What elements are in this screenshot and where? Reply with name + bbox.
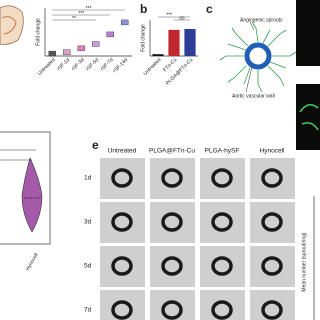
aortic-ring [261, 300, 283, 320]
x-label: Hynocell [25, 252, 40, 272]
aortic-ring [111, 256, 133, 276]
panel-letter: b [140, 2, 147, 16]
x-tick-label: rSF-3d [71, 57, 86, 72]
aortic-ring [161, 300, 183, 320]
panel-letter: c [206, 2, 213, 16]
fluorescence [299, 104, 319, 131]
micrograph [250, 290, 295, 320]
box [121, 19, 129, 26]
micrograph [250, 158, 295, 199]
row-label: 1d [84, 175, 92, 182]
bar [184, 29, 196, 56]
box [92, 41, 100, 47]
significance-label: *** [78, 11, 84, 17]
x-tick-label: rSF-14d [112, 57, 129, 74]
image-grid: Untreated PLGA@FTn-Cu PLGA-hySF Hynocell 1d 3… [84, 148, 295, 320]
micrograph [250, 246, 295, 287]
row-label: 7d [84, 307, 92, 314]
micrograph [150, 158, 195, 199]
row-label: 3d [84, 219, 92, 226]
significance-label: *** [86, 6, 92, 12]
x-tick-label: rSF-1d [56, 57, 71, 72]
micrograph [296, 84, 320, 150]
significance-label: ** [72, 16, 76, 22]
violin [21, 157, 43, 233]
aortic-ring [161, 168, 183, 188]
box [48, 50, 56, 57]
micrograph [200, 158, 245, 199]
box [63, 49, 71, 55]
significance-bracket [0, 149, 36, 161]
column-label: Untreated [108, 148, 137, 155]
aortic-ring [111, 168, 133, 188]
annotation: Aortic vascular wall [232, 93, 275, 99]
box [106, 31, 114, 38]
bar [152, 54, 164, 56]
bar [168, 29, 180, 56]
aortic-ring [211, 300, 233, 320]
aortic-ring [111, 300, 133, 320]
plot-frame [0, 131, 51, 245]
aortic-ring [211, 212, 233, 232]
schematic [0, 5, 24, 45]
x-tick-label: Untreated [143, 57, 163, 77]
aortic-ring [261, 212, 283, 232]
micrograph [250, 202, 295, 243]
micrograph [150, 202, 195, 243]
micrograph [100, 202, 145, 243]
column-label: PLGA@FTn-Cu [149, 148, 195, 155]
box [77, 45, 85, 52]
micrograph [200, 202, 245, 243]
y-label: Mean number (sprout/ring) [301, 232, 307, 292]
micrograph [296, 0, 320, 66]
micrograph [100, 158, 145, 199]
panel-letter: e [92, 138, 99, 152]
column-label: Hynocell [260, 148, 285, 155]
x-tick-label: rSF-5d [85, 57, 100, 72]
y-label: Fold change [140, 24, 146, 52]
aortic-ring [161, 256, 183, 276]
annotation: Angiogenic sprouts [240, 17, 283, 23]
row-label: 5d [84, 263, 92, 270]
y-label: Fold change [35, 18, 41, 46]
sprout-diagram [219, 21, 297, 93]
aortic-ring [211, 168, 233, 188]
aortic-ring [261, 256, 283, 276]
micrograph [200, 246, 245, 287]
micrograph [200, 290, 245, 320]
micrograph [150, 290, 195, 320]
column-label: PLGA-hySF [205, 148, 240, 155]
aortic-ring [161, 212, 183, 232]
x-tick-label: Untreated [37, 57, 57, 77]
aortic-ring [111, 212, 133, 232]
micrograph [100, 290, 145, 320]
significance-label: ns [179, 15, 185, 21]
aortic-ring [211, 256, 233, 276]
significance-label: *** [166, 12, 172, 18]
aortic-ring [261, 168, 283, 188]
micrograph [100, 246, 145, 287]
micrograph [150, 246, 195, 287]
